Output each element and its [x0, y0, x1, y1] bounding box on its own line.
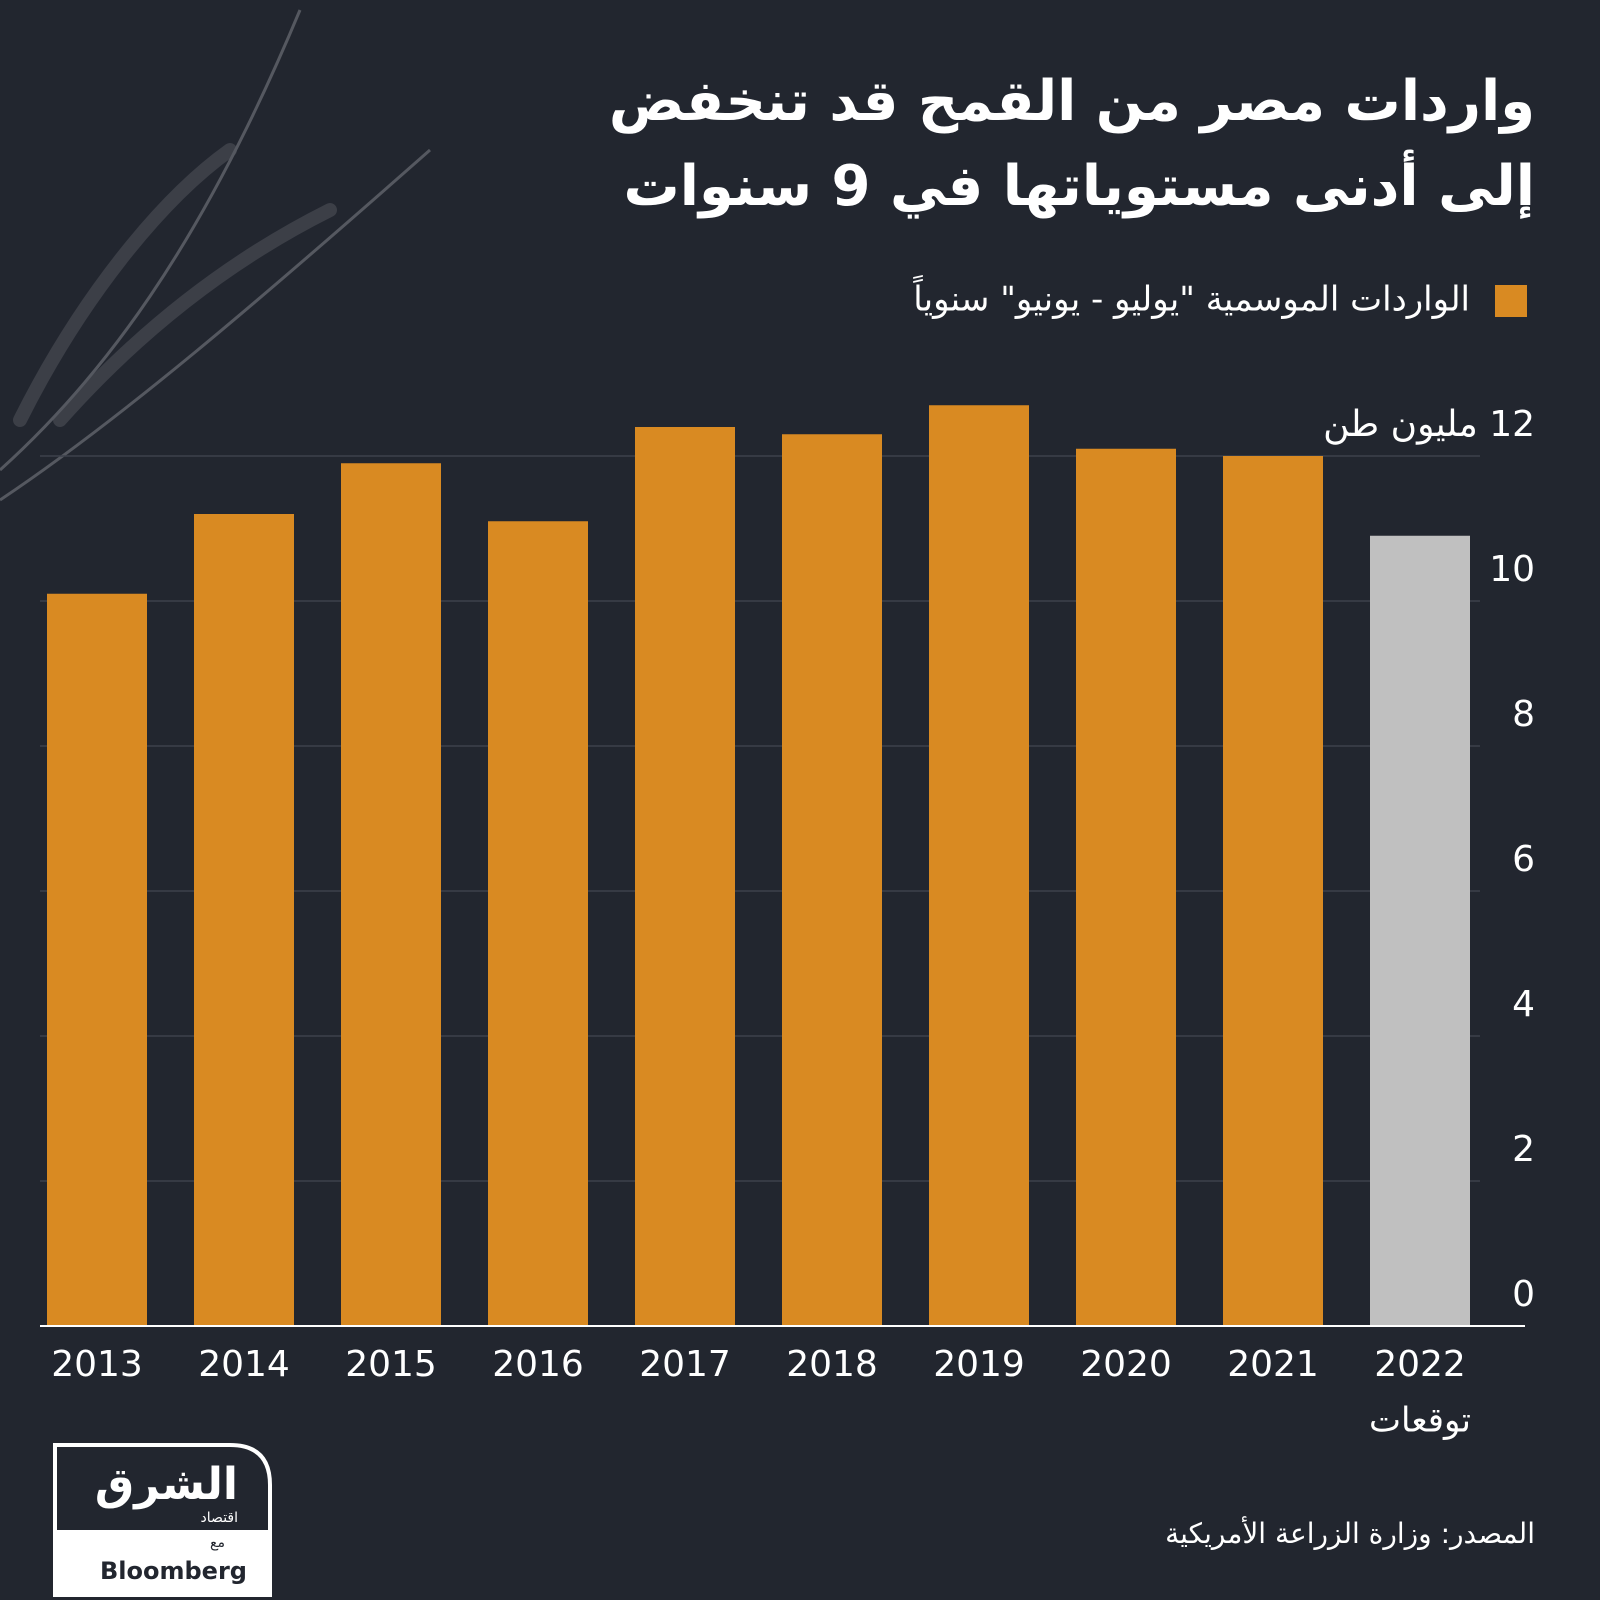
- annotation: توقعات: [1369, 1401, 1471, 1441]
- x-tick-label: 2020: [1080, 1344, 1172, 1385]
- x-tick-label: 2019: [933, 1344, 1025, 1385]
- bar: [194, 514, 294, 1326]
- logo: الشرق اقتصاد مع Bloomberg: [53, 1443, 272, 1597]
- bar: [47, 593, 147, 1326]
- y-tick-label: 6: [1512, 839, 1535, 880]
- x-tick-label: 2013: [51, 1344, 143, 1385]
- x-tick-label: 2016: [492, 1344, 584, 1385]
- y-tick-label: 10: [1489, 549, 1535, 590]
- bar: [341, 463, 441, 1326]
- logo-name: الشرق: [95, 1459, 238, 1510]
- bar: [782, 434, 882, 1326]
- wheat-decoration: [0, 9, 431, 502]
- legend-label: الواردات الموسمية "يوليو - يونيو" سنوياً: [912, 274, 1470, 319]
- bar: [1223, 456, 1323, 1326]
- bar: [1076, 448, 1176, 1326]
- y-tick-label: 4: [1512, 984, 1535, 1025]
- bar: [488, 521, 588, 1326]
- bar: [929, 405, 1029, 1326]
- x-tick-label: 2022: [1374, 1344, 1466, 1385]
- bar: [1370, 535, 1470, 1326]
- logo-partner: Bloomberg: [100, 1557, 247, 1585]
- logo-tagline: اقتصاد: [201, 1510, 238, 1526]
- bar: [635, 427, 735, 1326]
- chart-title: واردات مصر من القمح قد تنخفض: [609, 69, 1535, 134]
- y-tick-label: 12 مليون طن: [1323, 404, 1535, 445]
- x-tick-label: 2015: [345, 1344, 437, 1385]
- logo-with: مع: [210, 1535, 225, 1551]
- legend-swatch: [1495, 285, 1527, 317]
- y-tick-label: 2: [1512, 1129, 1535, 1170]
- y-tick-label: 8: [1512, 694, 1535, 735]
- source: المصدر: وزارة الزراعة الأمريكية: [1165, 1515, 1535, 1550]
- x-tick-label: 2021: [1227, 1344, 1319, 1385]
- logo-band: [55, 1530, 270, 1595]
- chart-subtitle: إلى أدنى مستوياتها في 9 سنوات: [624, 149, 1536, 219]
- x-tick-label: 2014: [198, 1344, 290, 1385]
- y-tick-label: 0: [1512, 1274, 1535, 1315]
- x-tick-label: 2018: [786, 1344, 878, 1385]
- x-tick-label: 2017: [639, 1344, 731, 1385]
